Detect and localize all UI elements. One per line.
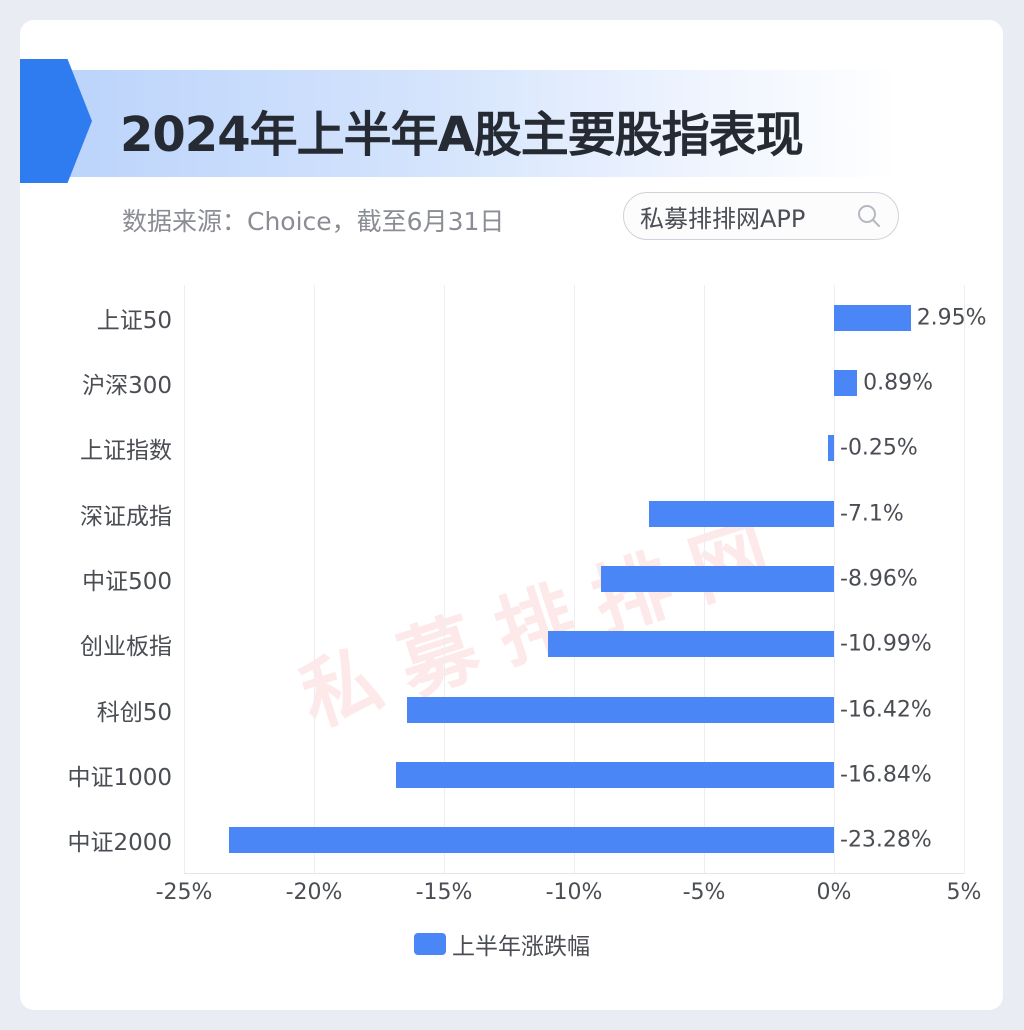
category-label: 创业板指: [80, 634, 172, 661]
gridline: [444, 285, 445, 873]
gridline: [964, 285, 965, 873]
category-label: 上证50: [96, 307, 172, 334]
data-source-note: 数据来源：Choice，截至6月31日: [122, 207, 505, 236]
value-label: -16.84%: [840, 762, 932, 788]
chart-title: 2024年上半年A股主要股指表现: [120, 107, 804, 163]
title-band: [20, 70, 900, 177]
search-pill-text: 私募排排网APP: [640, 204, 806, 233]
value-label: -0.25%: [840, 435, 918, 461]
value-label: -16.42%: [840, 697, 932, 723]
value-label: 2.95%: [916, 305, 987, 331]
gridline: [574, 285, 575, 873]
x-tick-label: 0%: [816, 880, 852, 905]
chart-legend[interactable]: 上半年涨跌幅: [414, 927, 590, 961]
search-icon: [858, 205, 880, 227]
value-label: -8.96%: [840, 566, 918, 592]
bar[interactable]: [834, 370, 858, 396]
bar[interactable]: [649, 500, 834, 527]
value-label: -7.1%: [840, 501, 904, 527]
value-label: -10.99%: [840, 631, 932, 657]
x-tick-label: -15%: [415, 880, 473, 905]
bar[interactable]: [827, 435, 834, 462]
legend-swatch: [414, 933, 446, 955]
category-label: 科创50: [96, 699, 172, 726]
category-label: 上证指数: [80, 438, 172, 465]
bar[interactable]: [407, 696, 834, 723]
gridline: [314, 285, 315, 873]
legend-label: 上半年涨跌幅: [452, 934, 590, 960]
x-tick-label: -20%: [285, 880, 343, 905]
bar[interactable]: [548, 631, 834, 658]
value-label: -23.28%: [840, 827, 932, 853]
category-label: 深证成指: [80, 503, 172, 530]
gridline: [834, 285, 835, 873]
category-label: 中证2000: [67, 830, 172, 857]
x-tick-label: -5%: [682, 880, 726, 905]
x-tick-label: -25%: [155, 880, 213, 905]
bar[interactable]: [834, 304, 911, 331]
category-label: 中证1000: [67, 765, 172, 791]
search-pill[interactable]: 私募排排网APP: [623, 192, 899, 240]
x-tick-label: -10%: [545, 880, 603, 905]
gridline: [184, 285, 185, 873]
x-axis-line: [184, 873, 964, 874]
x-tick-label: 5%: [946, 880, 982, 905]
bar[interactable]: [396, 762, 834, 788]
category-label: 沪深300: [82, 373, 172, 399]
bar[interactable]: [601, 566, 834, 592]
category-label: 中证500: [82, 569, 172, 595]
value-label: 0.89%: [863, 370, 934, 396]
bar[interactable]: [228, 827, 834, 854]
